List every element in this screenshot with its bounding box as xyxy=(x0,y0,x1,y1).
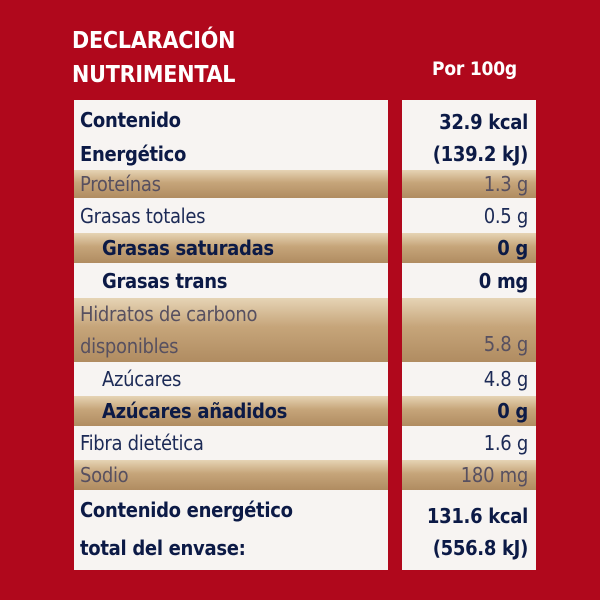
carbs-label: Hidratos de carbono disponibles xyxy=(74,298,388,362)
protein-value: 1.3 g xyxy=(402,170,536,198)
title-line-1: DECLARACIÓN xyxy=(72,28,236,54)
total-energy-value-kcal: 131.6 kcal xyxy=(426,504,528,528)
fiber-label: Fibra dietética xyxy=(80,431,204,455)
fat-saturated-value: 0 g xyxy=(402,233,536,263)
carbs-label-line-1: Hidratos de carbono xyxy=(80,302,258,326)
sodium-label: Sodio xyxy=(74,460,388,490)
fat-saturated-label: Grasas saturadas xyxy=(74,233,388,263)
energy-label: Contenido Energético xyxy=(74,104,388,170)
page-title: DECLARACIÓN NUTRIMENTAL xyxy=(72,24,235,92)
energy-value-kj: (139.2 kJ) xyxy=(432,142,529,166)
fat-total-value: 0.5 g xyxy=(483,204,529,228)
added-sugars-value: 0 g xyxy=(402,396,536,426)
per-100g-label: Por 100g xyxy=(432,58,517,80)
added-sugars-label: Azúcares añadidos xyxy=(74,396,388,426)
total-energy-label-line-2: total del envase: xyxy=(80,536,246,560)
protein-label: Proteínas xyxy=(74,170,388,198)
total-energy-value: 131.6 kcal (556.8 kJ) xyxy=(402,494,536,564)
energy-value-kcal: 32.9 kcal xyxy=(439,110,528,134)
title-line-2: NUTRIMENTAL xyxy=(72,62,236,88)
total-energy-value-kj: (556.8 kJ) xyxy=(432,536,529,560)
energy-label-line-2: Energético xyxy=(80,142,187,166)
sugars-value: 4.8 g xyxy=(483,367,529,391)
fat-trans-value: 0 mg xyxy=(478,269,529,293)
carbs-label-line-2: disponibles xyxy=(80,334,179,358)
fat-trans-label: Grasas trans xyxy=(102,269,228,293)
fiber-value: 1.6 g xyxy=(483,431,529,455)
nutrient-names-column: Contenido Energético Proteínas Grasas to… xyxy=(74,100,388,570)
carbs-value: 5.8 g xyxy=(402,298,536,362)
energy-value: 32.9 kcal (139.2 kJ) xyxy=(402,104,536,170)
fat-total-label: Grasas totales xyxy=(80,204,206,228)
total-energy-label-line-1: Contenido energético xyxy=(80,498,293,522)
nutrient-values-column: 32.9 kcal (139.2 kJ) 1.3 g 0.5 g 0 g 0 m… xyxy=(402,100,536,570)
total-energy-label: Contenido energético total del envase: xyxy=(74,494,388,564)
sugars-label: Azúcares xyxy=(102,367,182,391)
energy-label-line-1: Contenido xyxy=(80,108,181,132)
sodium-value: 180 mg xyxy=(402,460,536,490)
